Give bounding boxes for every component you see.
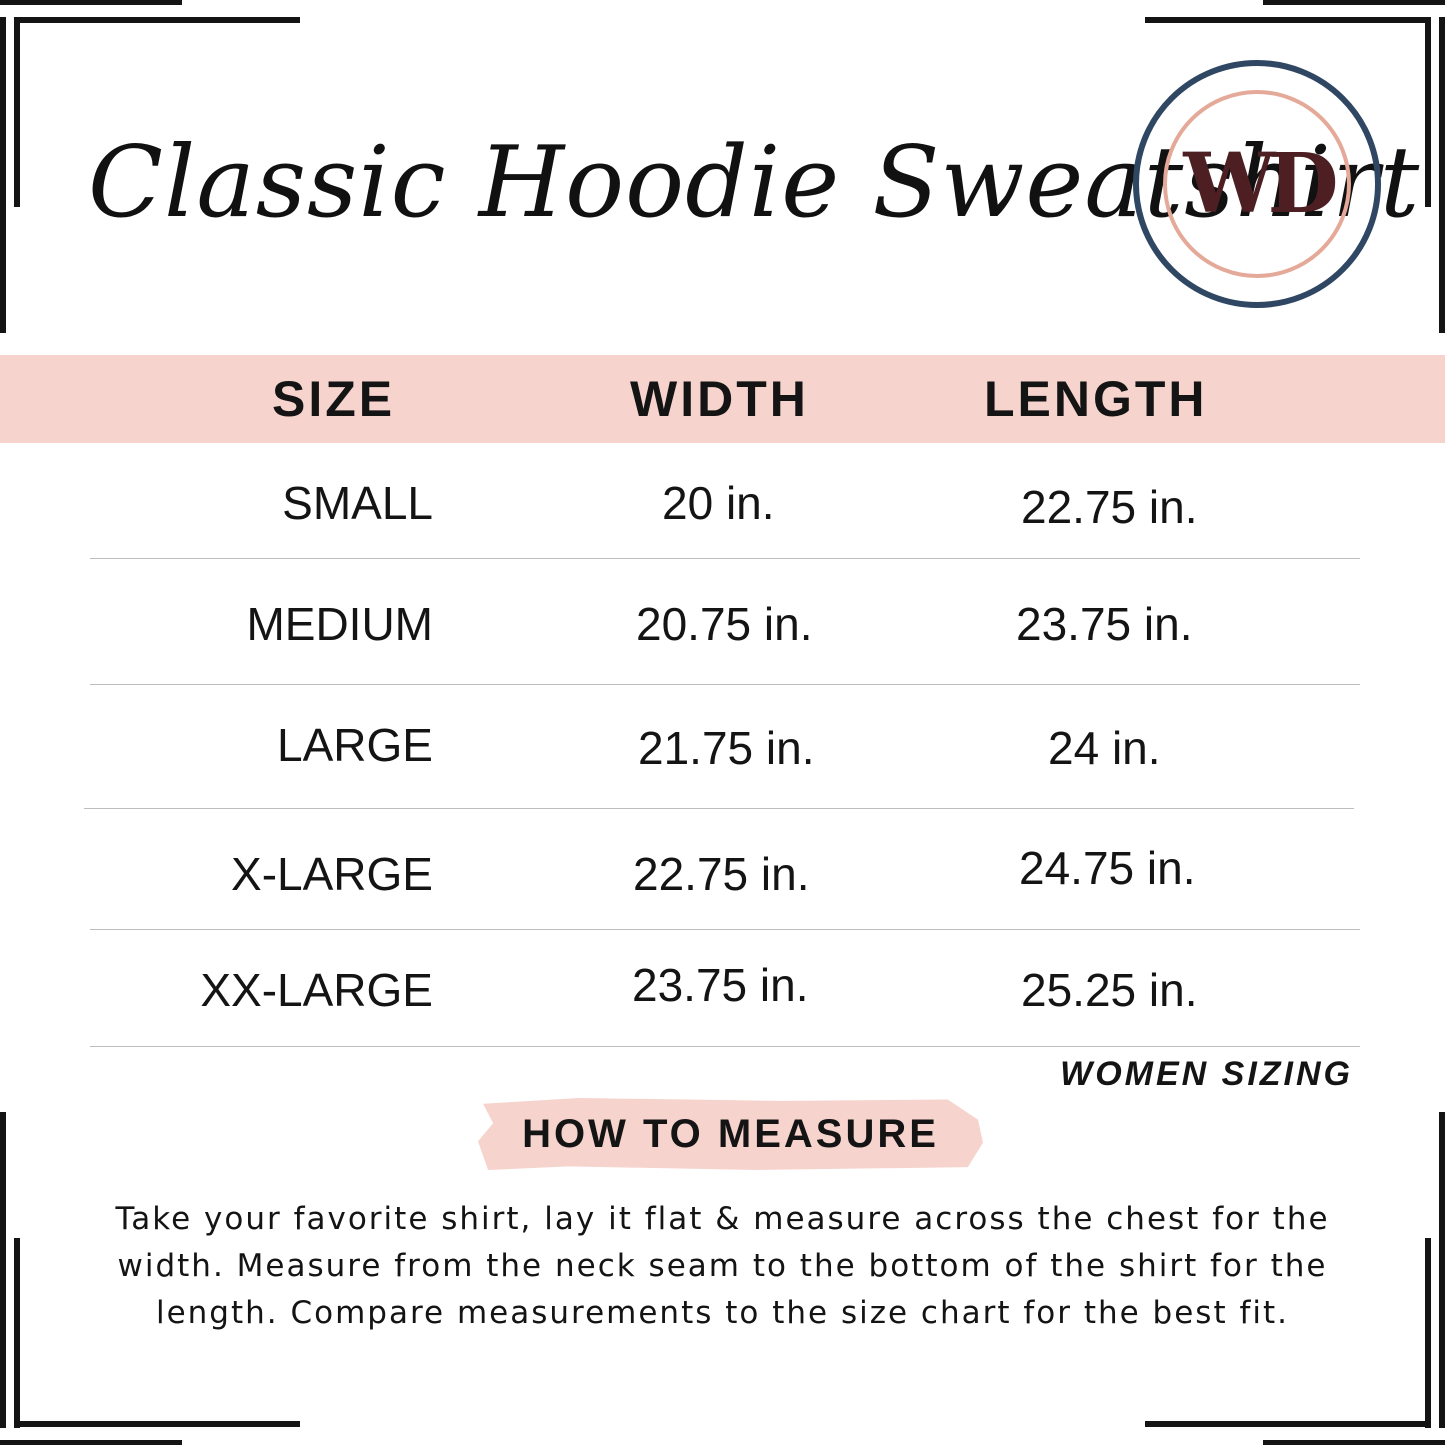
corner-bracket-top-right-v2 bbox=[1425, 17, 1431, 207]
length-cell: 23.75 in. bbox=[1016, 598, 1193, 650]
width-cell: 22.75 in. bbox=[633, 848, 810, 900]
length-cell: 22.75 in. bbox=[1021, 481, 1198, 533]
corner-bracket-top-left-v2 bbox=[14, 17, 20, 207]
row-divider bbox=[90, 929, 1360, 930]
corner-bracket-top-left-v bbox=[0, 17, 6, 333]
logo-monogram: WD bbox=[1183, 136, 1338, 232]
corner-bracket-bottom-left-h2 bbox=[0, 1440, 182, 1445]
corner-bracket-top-left-h bbox=[0, 0, 182, 5]
row-divider bbox=[84, 808, 1354, 809]
size-cell: SMALL bbox=[282, 477, 433, 529]
width-cell: 20.75 in. bbox=[636, 598, 813, 650]
header-length: LENGTH bbox=[984, 371, 1208, 427]
row-divider bbox=[90, 1046, 1360, 1047]
logo-inner-ring: WD bbox=[1163, 90, 1351, 278]
width-cell: 20 in. bbox=[662, 477, 775, 529]
corner-bracket-bottom-right-v2 bbox=[1425, 1238, 1431, 1428]
size-cell: XX-LARGE bbox=[200, 964, 433, 1016]
how-to-measure-heading: HOW TO MEASURE bbox=[522, 1112, 939, 1156]
sizing-note: WOMEN SIZING bbox=[1060, 1055, 1353, 1093]
corner-bracket-bottom-left-v bbox=[0, 1112, 6, 1428]
corner-bracket-bottom-right-h bbox=[1145, 1421, 1431, 1427]
corner-bracket-bottom-right-h2 bbox=[1263, 1440, 1445, 1445]
length-cell: 25.25 in. bbox=[1021, 964, 1198, 1016]
length-cell: 24.75 in. bbox=[1019, 842, 1196, 894]
measure-instructions: Take your favorite shirt, lay it flat & … bbox=[115, 1201, 1330, 1331]
size-cell: MEDIUM bbox=[246, 598, 433, 650]
corner-bracket-bottom-right-v bbox=[1439, 1112, 1445, 1428]
table-header: SIZE WIDTH LENGTH bbox=[0, 355, 1445, 443]
corner-bracket-top-right-h bbox=[1263, 0, 1445, 5]
width-cell: 21.75 in. bbox=[638, 722, 815, 774]
corner-bracket-bottom-left-h bbox=[14, 1421, 300, 1427]
row-divider bbox=[90, 684, 1360, 685]
header-width: WIDTH bbox=[630, 371, 809, 427]
width-cell: 23.75 in. bbox=[632, 959, 809, 1011]
corner-bracket-top-right-h2 bbox=[1145, 17, 1431, 23]
size-cell: X-LARGE bbox=[231, 848, 433, 900]
corner-bracket-top-left-h2 bbox=[14, 17, 300, 23]
header-size: SIZE bbox=[272, 371, 396, 427]
page-title: Classic Hoodie Sweatshirt bbox=[88, 126, 1421, 240]
corner-bracket-top-right-v bbox=[1439, 17, 1445, 333]
corner-bracket-bottom-left-v2 bbox=[14, 1238, 20, 1428]
brand-logo: WD bbox=[1133, 60, 1381, 308]
size-cell: LARGE bbox=[277, 719, 433, 771]
how-to-measure-brush bbox=[478, 1098, 983, 1170]
length-cell: 24 in. bbox=[1048, 722, 1161, 774]
row-divider bbox=[90, 558, 1360, 559]
